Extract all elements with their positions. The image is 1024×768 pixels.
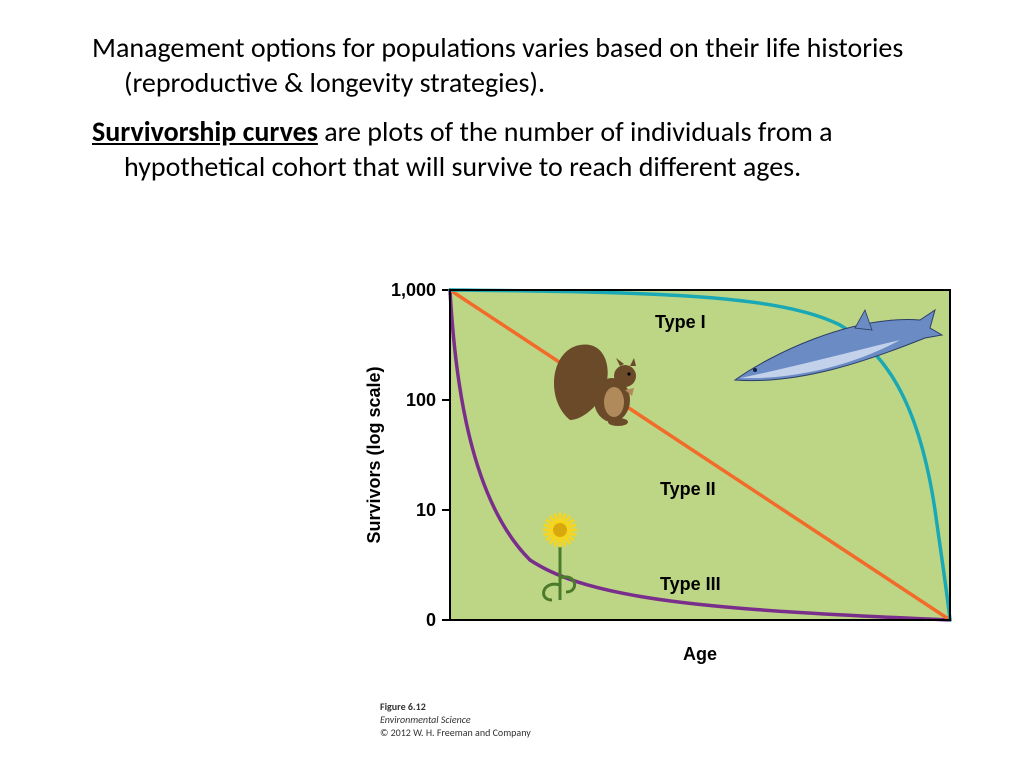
figure-copyright: © 2012 W. H. Freeman and Company xyxy=(380,726,531,739)
svg-text:100: 100 xyxy=(406,390,436,410)
svg-text:10: 10 xyxy=(416,500,436,520)
svg-text:1,000: 1,000 xyxy=(391,280,436,300)
label-type3: Type III xyxy=(660,574,721,594)
figure-number: Figure 6.12 xyxy=(380,700,531,713)
survivorship-chart: 0 10 100 1,000 Survivors (log scale) Age Ty… xyxy=(360,270,960,690)
svg-text:0: 0 xyxy=(426,610,436,630)
paragraph-1: Management options for populations varie… xyxy=(92,30,942,100)
chart-svg: 0 10 100 1,000 Survivors (log scale) Age Ty… xyxy=(360,270,960,690)
x-axis-label: Age xyxy=(683,644,717,664)
label-type2: Type II xyxy=(660,479,716,499)
y-axis-label: Survivors (log scale) xyxy=(364,366,384,543)
label-type1: Type I xyxy=(655,312,706,332)
slide-text: Management options for populations varie… xyxy=(92,30,942,198)
term-survivorship-curves: Survivorship curves xyxy=(92,114,318,149)
figure-caption: Figure 6.12 Environmental Science © 2012… xyxy=(380,700,531,739)
paragraph-2: Survivorship curves are plots of the num… xyxy=(92,114,942,184)
figure-book: Environmental Science xyxy=(380,713,531,726)
y-ticks: 0 10 100 1,000 xyxy=(391,280,450,630)
